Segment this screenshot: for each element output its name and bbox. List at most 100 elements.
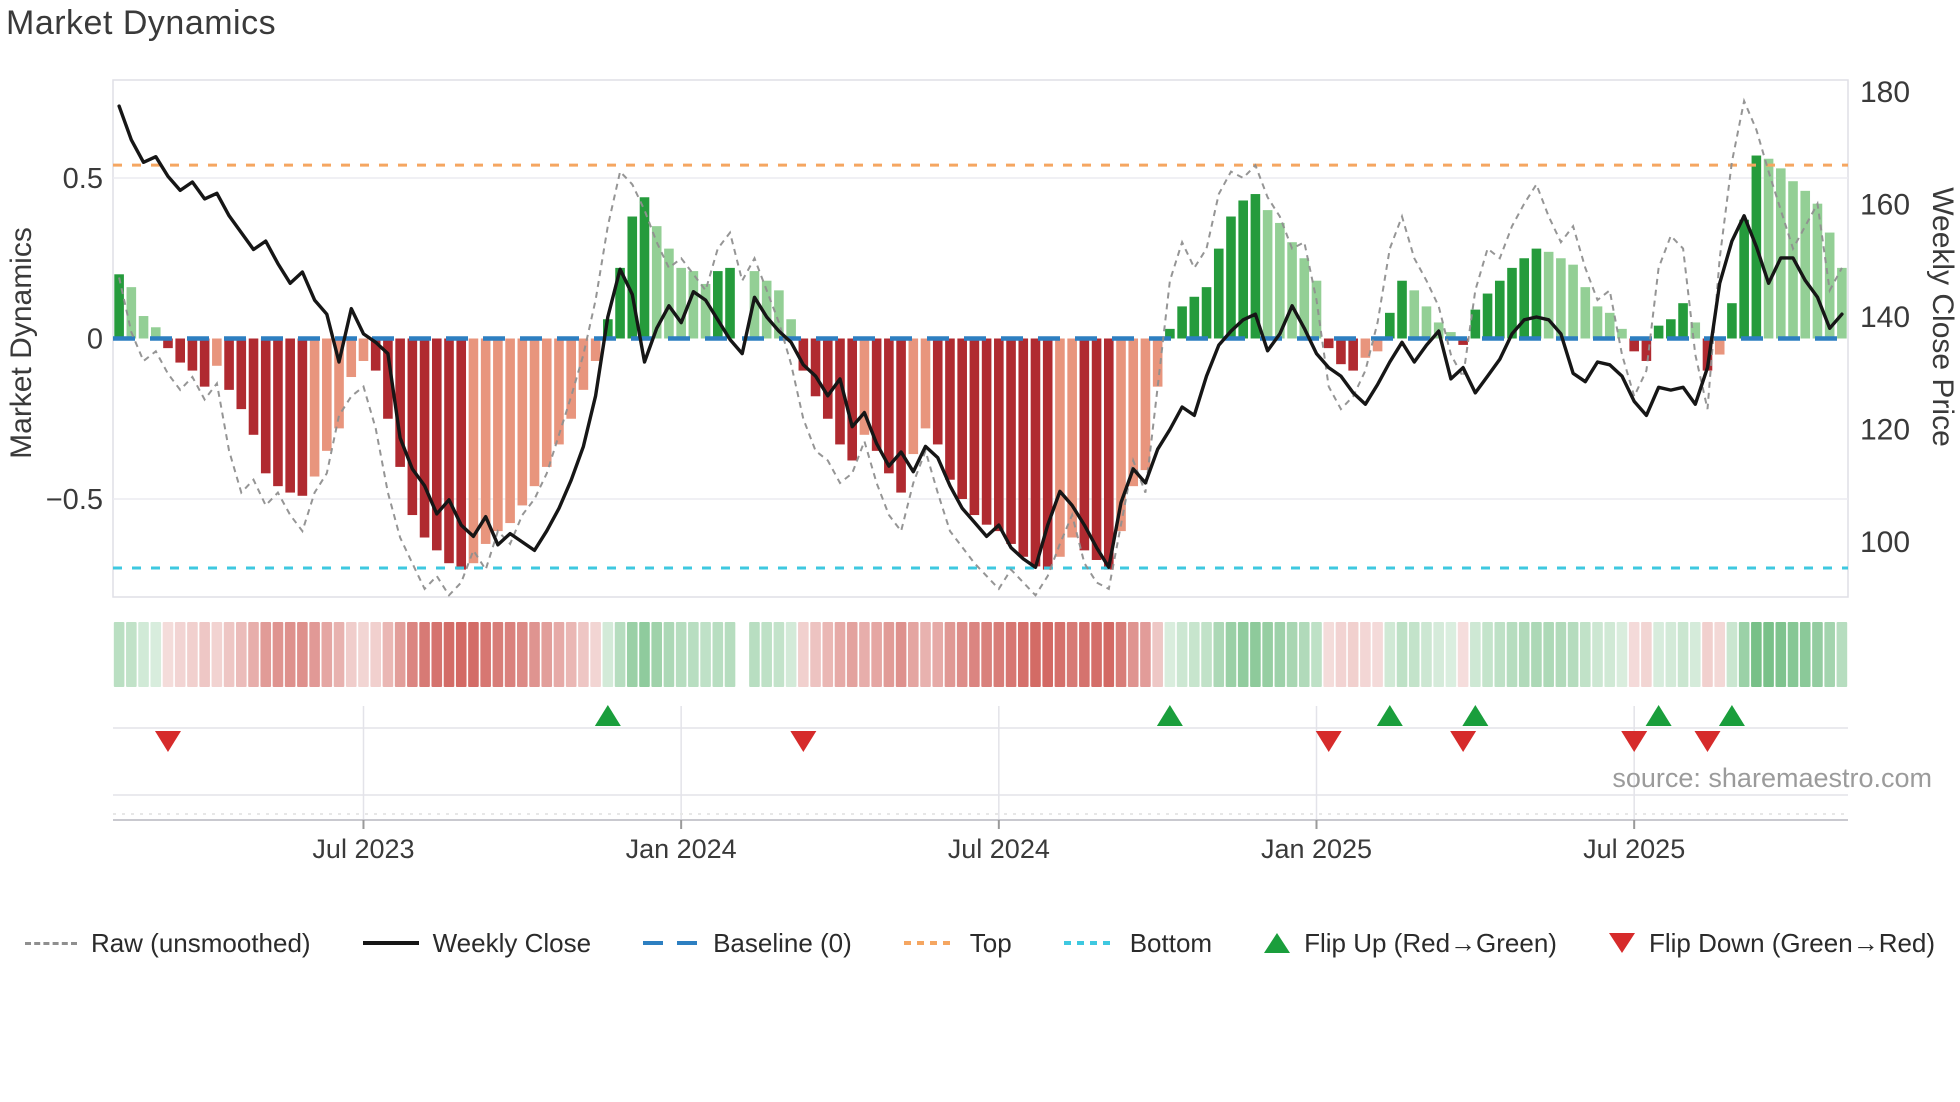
dynamics-bars (114, 155, 1847, 570)
dynamics-bar (1323, 338, 1334, 349)
dynamics-bar (1360, 338, 1371, 358)
heatmap-cell (1457, 622, 1469, 687)
dynamics-bar (554, 338, 564, 445)
dynamics-bar (1348, 338, 1358, 371)
dynamics-bar (199, 338, 210, 387)
heatmap-cell (321, 622, 333, 687)
heatmap-cell (126, 622, 137, 687)
dynamics-bar (468, 338, 479, 564)
heatmap-cell (883, 622, 895, 687)
dynamics-bar (847, 338, 858, 461)
dynamics-bar (908, 338, 919, 455)
heatmap-cell (1323, 622, 1335, 687)
dynamics-bar (1128, 338, 1139, 487)
dynamics-bar (932, 338, 943, 445)
dynamics-bar (1152, 338, 1163, 387)
heatmap-cell (1042, 622, 1054, 687)
cyan-dotted-line-icon (1063, 941, 1116, 945)
heatmap-cell (1518, 622, 1530, 687)
dynamics-bar (1690, 322, 1701, 339)
heatmap-cell (492, 622, 504, 687)
dynamics-bar (1446, 332, 1456, 339)
dynamics-bar (700, 283, 711, 339)
dynamics-bar (1812, 203, 1823, 339)
heatmap-cell (590, 622, 601, 687)
dynamics-bar (1055, 338, 1065, 557)
heatmap-cell (1616, 622, 1628, 687)
dynamics-bar (774, 290, 784, 339)
left-axis-tick-label: 0 (87, 324, 103, 356)
heatmap-cell (773, 622, 785, 687)
dynamics-bar (309, 338, 320, 477)
x-axis-tick-label: Jul 2025 (1583, 834, 1685, 864)
heatmap-cell (1628, 622, 1640, 687)
heatmap-cell (1653, 622, 1664, 687)
dynamics-bar (1165, 328, 1175, 339)
flip-up-marker (1156, 705, 1183, 726)
heatmap-cell (1677, 622, 1689, 687)
dynamics-bar (297, 338, 308, 496)
dynamics-bar (1091, 338, 1102, 560)
dynamics-bar (810, 338, 821, 397)
heatmap-cell (394, 622, 406, 687)
dynamics-bar (627, 216, 638, 339)
dynamics-bar (1617, 328, 1627, 339)
legend-item-top: Top (903, 927, 1012, 959)
heatmap-cell (981, 622, 992, 687)
heatmap-cell (1408, 622, 1420, 687)
flip-down-marker (1694, 731, 1721, 752)
dynamics-bar (835, 338, 845, 445)
heatmap-cell (1103, 622, 1115, 687)
bottom-panel (113, 706, 1848, 829)
x-axis-tick-label: Jan 2024 (626, 834, 737, 864)
legend-item-bottom: Bottom (1063, 928, 1212, 959)
heatmap-cell (1738, 622, 1750, 687)
heatmap-cell (578, 622, 589, 687)
heatmap-cell (370, 622, 381, 687)
heatmap-cell (443, 622, 455, 687)
heatmap-cell (1543, 622, 1554, 687)
dynamics-bar (541, 338, 552, 467)
heatmap-cell (260, 622, 272, 687)
dynamics-bar (285, 338, 295, 493)
heatmap-cell (113, 622, 125, 687)
dynamics-bar (1556, 258, 1566, 339)
heatmap-cell (517, 622, 528, 687)
heatmap-cell (1775, 622, 1787, 687)
right-axis-tick-label: 140 (1860, 301, 1910, 334)
axis-tick-labels: 0.5 0 −0.5 180 160 140 120 100 Jul 2023 Jan 2024 J… (46, 76, 1910, 864)
dynamics-bar (969, 338, 980, 516)
dynamics-bar (1079, 338, 1090, 551)
dynamics-bar (1006, 338, 1016, 544)
dynamics-bar (1372, 338, 1383, 352)
heatmap-cell (626, 622, 638, 687)
heatmap-cell (1494, 622, 1506, 687)
heatmap-cell (1506, 622, 1518, 687)
dynamics-bar (1678, 303, 1688, 339)
dynamics-bar (187, 338, 198, 371)
dynamics-bar (590, 338, 601, 361)
heatmap-cell (688, 622, 699, 687)
heatmap-cell (749, 622, 760, 687)
dynamics-bar (676, 267, 686, 339)
dynamics-bar (260, 338, 271, 474)
dynamics-bar (981, 338, 992, 525)
heatmap-cell (785, 622, 797, 687)
heatmap-cell (333, 622, 345, 687)
flip-up-marker (594, 705, 621, 726)
dynamics-bar (456, 338, 467, 570)
x-axis-tick-label: Jul 2024 (948, 834, 1050, 864)
heatmap-cell (651, 622, 663, 687)
flip-up-marker (1462, 705, 1489, 726)
dynamics-bar (1543, 251, 1554, 339)
source-attribution: source: sharemaestro.com (1612, 763, 1932, 793)
heatmap-cell (920, 622, 931, 687)
dynamics-bar (1727, 303, 1737, 339)
heatmap-cell (859, 622, 870, 687)
legend-label-top: Top (969, 927, 1012, 958)
dynamics-bar (138, 316, 149, 339)
heatmap-cell (1665, 622, 1677, 687)
heatmap-cell (1005, 622, 1017, 687)
heatmap-cell (284, 622, 296, 687)
